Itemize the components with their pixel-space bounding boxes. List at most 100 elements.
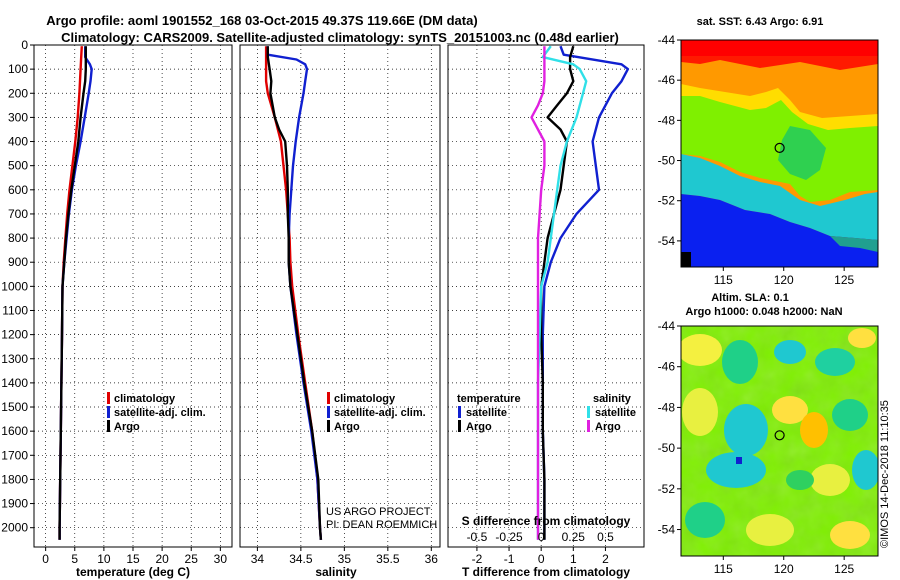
series-line-salinity-argo bbox=[530, 46, 546, 540]
map-y-tick-label: -52 bbox=[658, 194, 676, 208]
legend-marker-satellite bbox=[107, 406, 110, 418]
depth-y-ticks: 0 100 200 300 400 500 600 700 800 900 1000 1100 1200… bbox=[1, 38, 34, 535]
x-tick-label: 25 bbox=[185, 552, 199, 566]
legend-title-temperature: temperature bbox=[457, 393, 521, 405]
s-tick-label: -0.25 bbox=[495, 530, 523, 544]
credit-line-2: PI: DEAN ROEMMICH bbox=[326, 519, 437, 531]
y-tick-label: 600 bbox=[8, 183, 28, 197]
map-y-tick-label: -48 bbox=[658, 400, 676, 414]
diff-legend-marker-t-satellite bbox=[458, 406, 461, 418]
sal-legend-marker-climatology bbox=[327, 392, 330, 404]
series-line-temperature-argo bbox=[540, 45, 575, 540]
diff-legend-marker-t-argo bbox=[458, 420, 461, 432]
salinity-xlabel: salinity bbox=[315, 565, 357, 579]
difference-lines bbox=[530, 45, 630, 540]
diff-legend-marker-s-satellite bbox=[587, 406, 590, 418]
s-tick-label: -0.5 bbox=[467, 530, 488, 544]
y-tick-label: 700 bbox=[8, 207, 28, 221]
x-tick-label: 10 bbox=[97, 552, 111, 566]
legend-marker-climatology bbox=[107, 392, 110, 404]
s-difference-xlabel: S difference from climatology bbox=[462, 514, 631, 528]
x-tick-label: 34.5 bbox=[289, 552, 313, 566]
y-tick-label: 1900 bbox=[1, 497, 28, 511]
legend-label-argo: Argo bbox=[114, 421, 140, 433]
temperature-axes-frame bbox=[33, 44, 233, 548]
map-x-tick-label: 115 bbox=[714, 273, 733, 287]
credit-line-1: US ARGO PROJECT bbox=[326, 506, 431, 518]
y-tick-label: 300 bbox=[8, 110, 28, 124]
x-tick-label: 5 bbox=[71, 552, 78, 566]
diff-legend-marker-s-argo bbox=[587, 420, 590, 432]
diff-legend-label-t-argo: Argo bbox=[466, 421, 492, 433]
sal-legend-label-satellite: satellite-adj. clim. bbox=[334, 407, 426, 419]
y-tick-label: 1000 bbox=[1, 279, 28, 293]
map-y-tick-label: -54 bbox=[658, 234, 676, 248]
difference-legend-temperature: temperature satellite Argo bbox=[457, 393, 521, 433]
y-tick-label: 100 bbox=[8, 62, 28, 76]
map-y-tick-label: -46 bbox=[658, 73, 676, 87]
series-line-argo bbox=[58, 46, 88, 540]
y-tick-label: 1300 bbox=[1, 352, 28, 366]
map-y-tick-label: -46 bbox=[658, 360, 676, 374]
y-tick-label: 500 bbox=[8, 159, 28, 173]
difference-x-ticks: -2 -1 0 1 2 bbox=[472, 547, 609, 566]
y-tick-label: 0 bbox=[21, 38, 28, 52]
sst-map-x-ticks: 115 120 125 bbox=[714, 267, 854, 287]
title-line-1: Argo profile: aoml 1901552_168 03-Oct-20… bbox=[46, 13, 477, 28]
y-tick-label: 1100 bbox=[2, 303, 28, 317]
x-tick-label: 15 bbox=[126, 552, 140, 566]
sal-legend-label-climatology: climatology bbox=[334, 393, 396, 405]
y-tick-label: 900 bbox=[8, 255, 28, 269]
legend-marker-argo bbox=[107, 420, 110, 432]
y-tick-label: 1700 bbox=[1, 448, 28, 462]
x-tick-label: 0 bbox=[42, 552, 49, 566]
map-y-tick-label: -50 bbox=[658, 154, 676, 168]
legend-title-salinity: salinity bbox=[593, 393, 632, 405]
timestamp: ©IMOS 14-Dec-2018 11:10:35 bbox=[879, 400, 891, 548]
x-tick-label: 36 bbox=[425, 552, 439, 566]
map-x-tick-label: 125 bbox=[834, 273, 854, 287]
sst-map-image bbox=[681, 40, 878, 267]
difference-panel: -2 -1 0 1 2 -0.5 -0.25 0 0.25 0.5 T difference f… bbox=[447, 44, 645, 579]
salinity-diff-ticks: -0.5 -0.25 0 0.25 0.5 bbox=[467, 530, 615, 544]
sal-legend-label-argo: Argo bbox=[334, 421, 360, 433]
map-y-tick-label: -48 bbox=[658, 113, 676, 127]
sst-argo-position-marker bbox=[774, 142, 785, 153]
y-tick-label: 800 bbox=[8, 231, 28, 245]
x-tick-label: 2 bbox=[602, 552, 609, 566]
y-tick-label: 1200 bbox=[1, 328, 28, 342]
difference-axes-frame bbox=[447, 44, 645, 548]
salinity-axes-frame bbox=[239, 44, 441, 548]
map-y-tick-label: -52 bbox=[658, 482, 676, 496]
y-tick-label: 1500 bbox=[1, 400, 28, 414]
sla-argo-position-marker bbox=[774, 430, 785, 441]
x-tick-label: 35 bbox=[338, 552, 352, 566]
x-tick-label: 35.5 bbox=[376, 552, 400, 566]
t-difference-xlabel: T difference from climatology bbox=[462, 565, 630, 579]
x-tick-label: 1 bbox=[570, 552, 577, 566]
y-tick-label: 400 bbox=[8, 135, 28, 149]
map-y-tick-label: -50 bbox=[658, 441, 676, 455]
x-tick-label: 34 bbox=[251, 552, 265, 566]
x-tick-label: 20 bbox=[155, 552, 169, 566]
x-tick-label: 30 bbox=[214, 552, 228, 566]
sla-map-title-2: Argo h1000: 0.048 h2000: NaN bbox=[685, 306, 842, 318]
sla-map-title-1: Altim. SLA: 0.1 bbox=[711, 292, 789, 304]
map-y-tick-label: -44 bbox=[658, 33, 676, 47]
x-tick-label: -1 bbox=[504, 552, 515, 566]
map-y-tick-label: -44 bbox=[658, 319, 676, 333]
x-tick-label: -2 bbox=[472, 552, 483, 566]
sal-legend-marker-satellite bbox=[327, 406, 330, 418]
map-x-tick-label: 120 bbox=[774, 562, 794, 576]
temperature-panel: 0 5 10 15 20 25 30 0 100 200 300 400 500 600 700 800 90… bbox=[1, 38, 233, 579]
salinity-grid bbox=[240, 44, 440, 547]
salinity-legend: climatology satellite-adj. clim. Argo bbox=[327, 392, 426, 433]
difference-legend-salinity: salinity satellite Argo bbox=[587, 393, 636, 433]
y-tick-label: 1800 bbox=[1, 472, 28, 486]
diff-legend-label-t-satellite: satellite bbox=[466, 407, 507, 419]
salinity-x-ticks: 34 34.5 35 35.5 36 bbox=[251, 547, 439, 566]
diff-legend-label-s-argo: Argo bbox=[595, 421, 621, 433]
s-tick-label: 0.25 bbox=[562, 530, 586, 544]
y-tick-label: 1400 bbox=[1, 376, 28, 390]
